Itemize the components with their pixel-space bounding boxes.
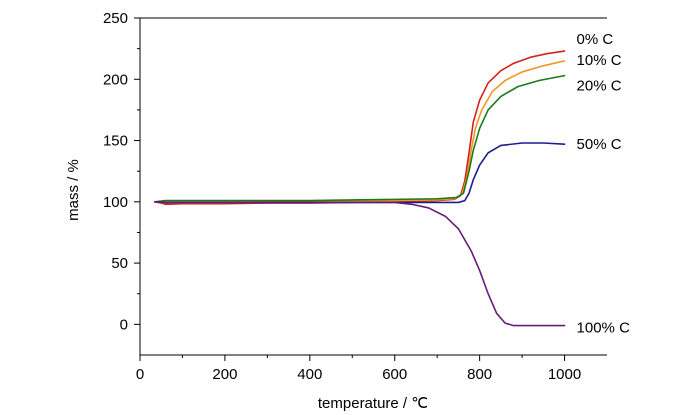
series-labels: 0% C 10% C 20% C 50% C 100% C bbox=[577, 31, 631, 337]
x-tick-label: 1000 bbox=[548, 366, 581, 383]
series-label-50pct-c: 50% C bbox=[577, 136, 622, 153]
ticks: 0 200 400 600 800 1000 0 50 100 150 200 250 bbox=[103, 10, 581, 383]
series-lines bbox=[154, 50, 566, 327]
axes bbox=[139, 17, 607, 356]
series-line-50pct-c bbox=[154, 142, 566, 204]
y-tick-label: 250 bbox=[103, 10, 128, 27]
series-label-20pct-c: 20% C bbox=[577, 78, 622, 95]
x-tick-label: 400 bbox=[297, 366, 322, 383]
y-tick-label: 0 bbox=[120, 316, 128, 333]
series-label-0pct-c: 0% C bbox=[577, 31, 614, 48]
series-line-10pct-c bbox=[154, 60, 566, 204]
series-label-100pct-c: 100% C bbox=[577, 320, 631, 337]
y-tick-label: 200 bbox=[103, 71, 128, 88]
y-tick-label: 50 bbox=[111, 255, 128, 272]
series-line-20pct-c bbox=[154, 74, 566, 203]
y-tick-label: 150 bbox=[103, 133, 128, 150]
series-label-10pct-c: 10% C bbox=[577, 52, 622, 69]
x-axis-title: temperature / ℃ bbox=[318, 395, 428, 412]
y-tick-label: 100 bbox=[103, 194, 128, 211]
y-axis-title: mass / % bbox=[65, 159, 82, 221]
x-tick-label: 800 bbox=[467, 366, 492, 383]
x-tick-label: 600 bbox=[382, 366, 407, 383]
series-line-100pct-c bbox=[154, 201, 566, 327]
series-line-0pct-c bbox=[154, 50, 566, 206]
x-tick-label: 200 bbox=[212, 366, 237, 383]
x-tick-label: 0 bbox=[136, 366, 144, 383]
